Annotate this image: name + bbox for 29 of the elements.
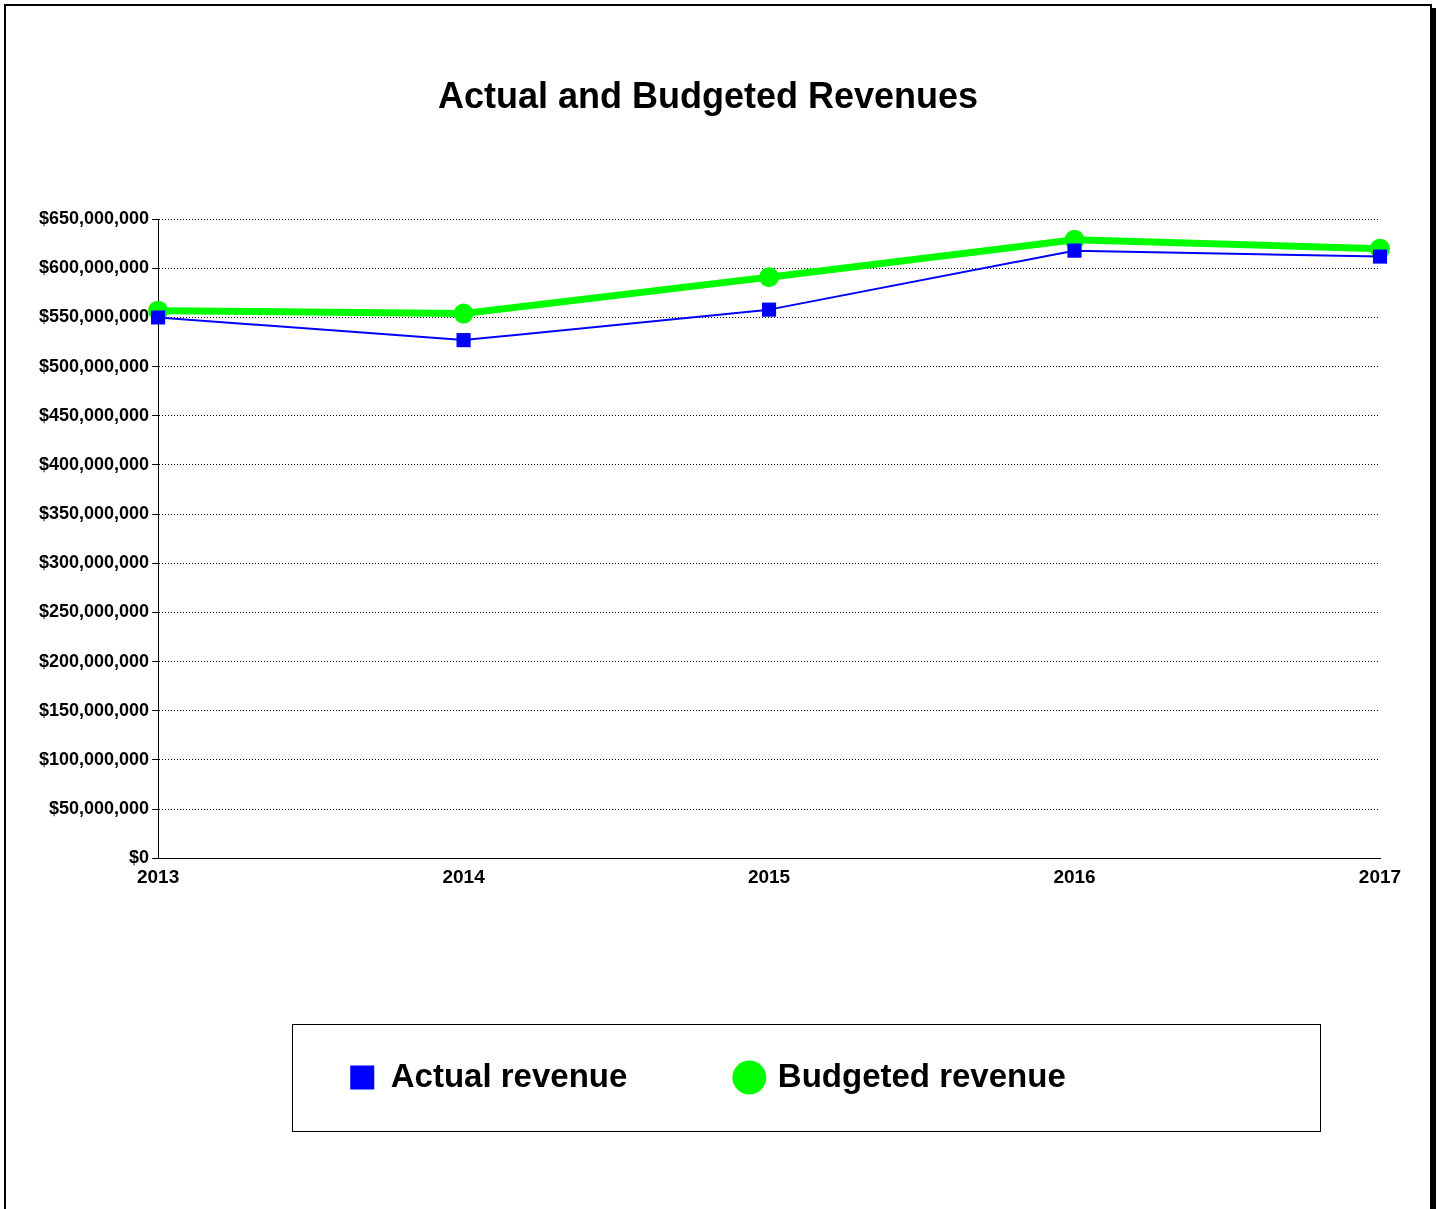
y-tick-label: $350,000,000 <box>39 503 150 524</box>
x-tick-label: 2014 <box>442 865 486 887</box>
y-tick-label: $100,000,000 <box>39 748 150 769</box>
y-tick-label: $50,000,000 <box>49 798 150 819</box>
point <box>1067 243 1082 258</box>
y-tick-label: $0 <box>129 847 150 868</box>
point <box>759 267 780 288</box>
x-tick-label: 2013 <box>136 865 180 887</box>
y-tick-label: $500,000,000 <box>39 355 150 376</box>
y-tick-label: $150,000,000 <box>39 699 150 720</box>
legend-label: Actual revenue <box>390 1056 628 1094</box>
y-tick-label: $300,000,000 <box>39 552 150 573</box>
point <box>151 310 166 325</box>
point <box>761 302 777 317</box>
x-tick-label: 2016 <box>1053 865 1096 887</box>
y-tick-label: $250,000,000 <box>39 601 150 622</box>
chart-title: Actual and Budgeted Revenues <box>437 74 979 116</box>
point <box>453 303 474 324</box>
y-tick-label: $550,000,000 <box>39 306 150 327</box>
x-tick-label: 2015 <box>747 865 791 887</box>
x-tick-label: 2017 <box>1358 865 1402 887</box>
y-tick-label: $450,000,000 <box>39 404 150 425</box>
point <box>456 333 471 348</box>
legend-label: Budgeted revenue <box>777 1056 1066 1094</box>
y-tick-label: $200,000,000 <box>39 650 150 671</box>
y-tick-label: $400,000,000 <box>39 453 150 474</box>
y-tick-label: $650,000,000 <box>39 208 150 229</box>
y-tick-label: $600,000,000 <box>39 257 150 278</box>
point <box>1372 249 1388 264</box>
